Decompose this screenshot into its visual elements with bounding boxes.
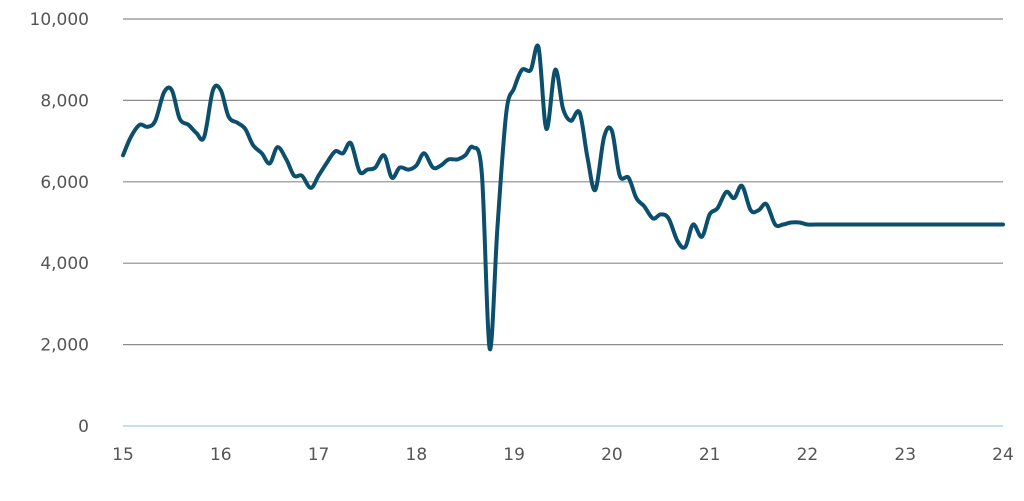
x-axis-tick-labels: 15 16 17 18 19 20 21 22 23 24 [112, 445, 1014, 465]
series-group [121, 43, 1005, 351]
x-tick-label: 22 [797, 445, 819, 465]
x-tick-label: 19 [503, 445, 525, 465]
x-tick-label: 15 [112, 445, 134, 465]
y-tick-label: 0 [78, 417, 89, 437]
y-tick-label: 8,000 [40, 91, 89, 111]
gridlines [123, 18, 1003, 427]
y-tick-label: 10,000 [30, 10, 89, 30]
y-tick-label: 2,000 [40, 336, 89, 356]
y-tick-label: 6,000 [40, 173, 89, 193]
x-tick-label: 21 [699, 445, 721, 465]
series-line [121, 43, 1005, 351]
y-axis-tick-labels: 0 2,000 4,000 6,000 8,000 10,000 [30, 10, 89, 437]
x-tick-label: 17 [308, 445, 330, 465]
x-tick-label: 24 [992, 445, 1014, 465]
x-tick-label: 20 [601, 445, 623, 465]
x-tick-label: 23 [894, 445, 916, 465]
y-tick-label: 4,000 [40, 254, 89, 274]
x-tick-label: 18 [406, 445, 428, 465]
x-tick-label: 16 [210, 445, 232, 465]
